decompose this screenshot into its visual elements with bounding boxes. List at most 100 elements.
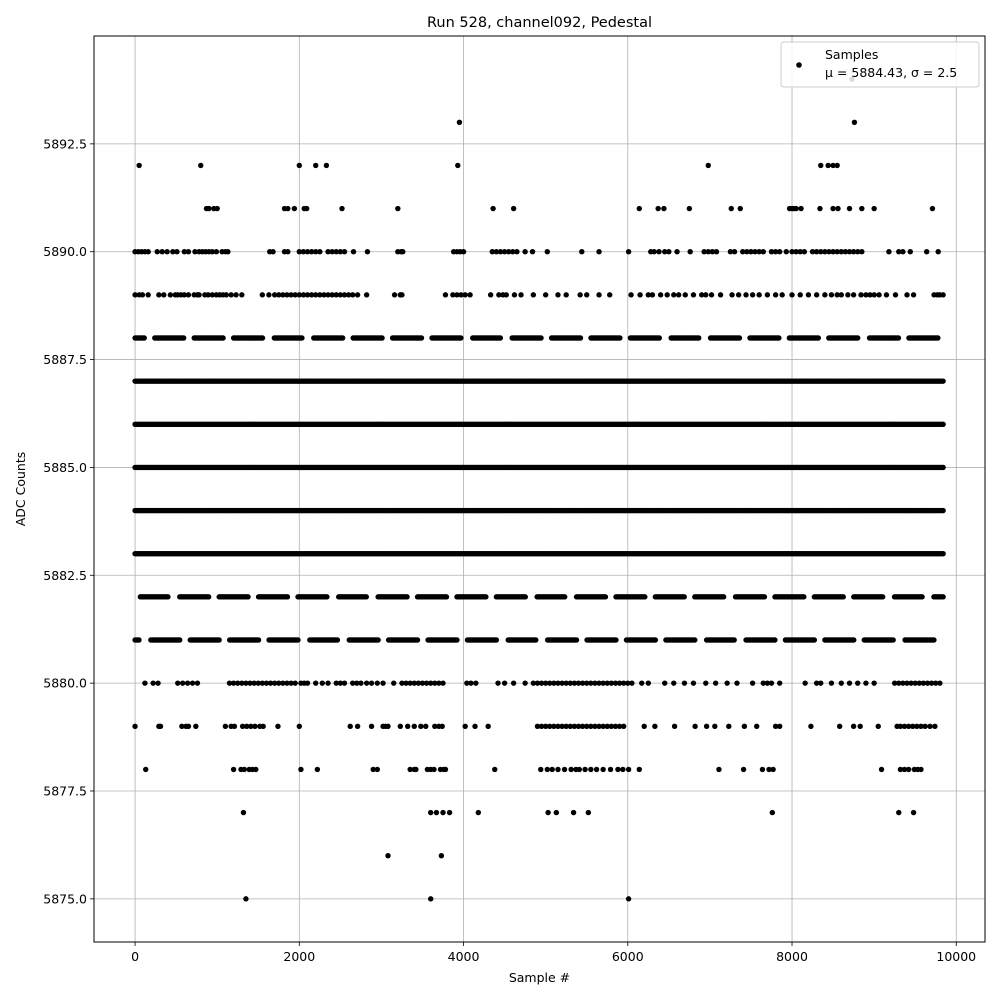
data-point [940,507,946,514]
data-point [193,723,199,729]
data-point [907,249,913,255]
data-point [240,809,247,816]
data-point [692,637,698,643]
data-point [442,292,449,298]
data-point [579,249,585,255]
data-point [602,594,609,600]
data-point [334,637,341,643]
data-point [815,335,821,341]
data-point [892,292,899,298]
data-point [231,723,238,729]
data-point [585,809,592,816]
data-point [875,723,881,729]
data-point [427,896,434,902]
data-point [167,292,174,298]
data-point [259,335,266,341]
data-point [828,680,835,686]
data-point [764,292,771,298]
data-point [838,680,844,686]
data-point [717,292,724,298]
data-point [339,335,346,341]
data-point [741,723,748,729]
data-point [485,723,491,729]
data-point [836,723,843,729]
data-point [596,249,602,255]
data-point [666,249,672,255]
data-point [593,766,600,773]
data-point [354,723,361,729]
data-point [443,594,450,600]
data-point [641,723,647,729]
data-point [918,766,924,773]
data-point [692,723,698,729]
data-point [205,594,212,600]
data-point [645,680,652,686]
data-point [573,637,580,643]
data-point [411,723,417,729]
data-point [364,249,371,255]
data-point [295,637,301,643]
data-point [863,680,869,686]
data-point [760,249,766,255]
data-point [749,292,756,298]
data-point [142,680,148,686]
data-point [223,292,229,298]
data-point [395,205,401,212]
data-point [483,594,489,600]
data-point [216,637,222,643]
data-point [233,292,239,298]
data-point [582,766,588,773]
data-point [368,680,375,686]
data-point [636,766,642,773]
data-point [728,205,734,212]
data-point [418,335,425,341]
data-point [522,594,528,600]
data-point [544,766,551,773]
data-point [759,766,766,773]
data-point [731,249,738,255]
data-point [696,335,702,341]
data-point [487,292,494,298]
data-point [175,680,181,686]
data-point [655,205,661,212]
data-point [349,292,356,298]
data-point [657,292,664,298]
data-point [462,292,468,298]
data-point [555,766,561,773]
data-point [514,249,520,255]
data-point [358,680,364,686]
data-point [878,766,885,773]
data-point [883,292,890,298]
data-point [851,637,857,643]
data-point [671,723,678,729]
data-point [174,249,180,255]
data-point [213,249,220,255]
data-point [596,292,602,298]
data-point [143,766,149,773]
data-point [275,723,281,729]
data-point [712,723,718,729]
data-point [400,249,406,255]
data-point [467,292,473,298]
data-point [363,292,370,298]
data-point [245,594,251,600]
data-point [940,421,946,427]
data-point [686,205,693,212]
data-point [292,680,298,686]
data-point [900,249,906,255]
data-point [368,723,375,729]
data-point [625,249,632,255]
data-point [446,809,453,816]
data-point [433,809,440,816]
data-point [553,809,560,816]
data-point [458,335,464,341]
data-point [776,335,782,341]
data-point [802,680,808,686]
data-point [317,249,323,255]
data-point [858,292,864,298]
data-point [325,680,331,686]
data-point [846,680,853,686]
data-point [495,680,501,686]
data-point [177,637,183,643]
